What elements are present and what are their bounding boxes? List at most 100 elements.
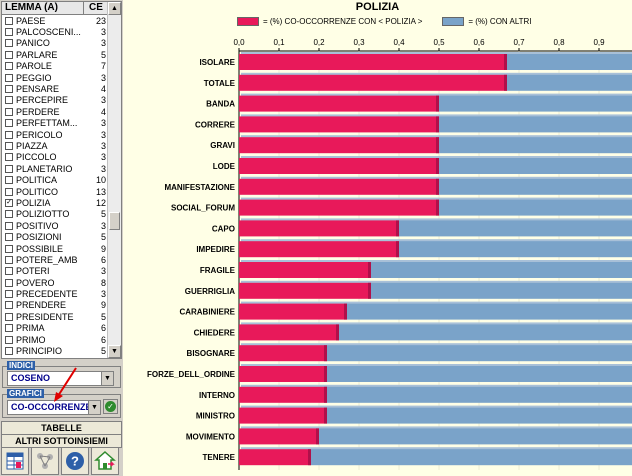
list-item-checkbox[interactable] <box>5 164 13 173</box>
list-item-checkbox[interactable] <box>5 244 13 253</box>
scroll-down-arrow-icon[interactable]: ▼ <box>108 345 121 358</box>
list-item-checkbox[interactable] <box>5 301 13 310</box>
list-item[interactable]: PAROLE 7 <box>2 61 108 72</box>
list-item[interactable]: PRINCIPIO 5 <box>2 345 108 356</box>
list-item[interactable]: POLITICA 10 <box>2 174 108 185</box>
list-item-checkbox[interactable] <box>5 233 13 242</box>
list-item[interactable]: PIAZZA 3 <box>2 140 108 151</box>
list-item[interactable]: POVERO 8 <box>2 277 108 288</box>
list-item[interactable]: PENSARE 4 <box>2 83 108 94</box>
chart-area: POLIZIA = (%) CO-OCCORRENZE CON < POLIZI… <box>123 0 632 476</box>
list-item[interactable]: PERICOLO 3 <box>2 129 108 140</box>
list-item-checkbox[interactable] <box>5 210 13 219</box>
list-rows: PAESE 23 PALCOSCENI... 3 PANICO 3 PARLARE 5 PARO… <box>2 15 108 357</box>
left-panel: LEMMA (A) CE PAESE 23 PALCOSCENI... 3 PANICO… <box>0 0 123 476</box>
list-item-label: POLITICA <box>16 175 58 186</box>
list-item[interactable]: POTERE_AMB 6 <box>2 254 108 265</box>
header-lemma[interactable]: LEMMA (A) <box>2 2 84 15</box>
list-item[interactable]: POLIZIOTTO 5 <box>2 209 108 220</box>
list-item[interactable]: PERCEPIRE 3 <box>2 95 108 106</box>
list-item[interactable]: POSITIVO 3 <box>2 220 108 231</box>
list-item-checkbox[interactable] <box>5 28 13 37</box>
table-button[interactable] <box>1 447 29 475</box>
list-item-checkbox[interactable] <box>5 187 13 196</box>
list-item-checkbox[interactable] <box>5 39 13 48</box>
list-item-count: 6 <box>100 254 106 265</box>
list-item-checkbox[interactable] <box>5 176 13 185</box>
list-item[interactable]: POLITICO 13 <box>2 186 108 197</box>
bar-other <box>439 116 632 133</box>
list-item-checkbox[interactable] <box>5 96 13 105</box>
bar-cooccurrence <box>239 303 347 320</box>
list-item[interactable]: POSSIBILE 9 <box>2 243 108 254</box>
list-item-checkbox[interactable] <box>5 119 13 128</box>
header-ce[interactable]: CE <box>84 2 108 15</box>
list-item-checkbox[interactable] <box>5 312 13 321</box>
list-item[interactable]: PRESIDENTE 5 <box>2 311 108 322</box>
bar-cooccurrence-edge <box>324 407 327 424</box>
scroll-thumb[interactable] <box>109 212 120 230</box>
chevron-down-icon[interactable]: ▼ <box>88 401 100 414</box>
chart-legend: = (%) CO-OCCORRENZE CON < POLIZIA > = (%… <box>237 15 552 27</box>
list-item[interactable]: PRIMO 6 <box>2 334 108 345</box>
list-item-checkbox[interactable] <box>5 267 13 276</box>
list-item[interactable]: PICCOLO 3 <box>2 152 108 163</box>
list-item[interactable]: PRIMA 6 <box>2 323 108 334</box>
scroll-up-arrow-icon[interactable]: ▲ <box>108 2 121 15</box>
indici-select[interactable]: COSENO ▼ <box>7 371 114 386</box>
bar-cooccurrence-edge <box>396 241 399 258</box>
list-item[interactable]: POTERI 3 <box>2 266 108 277</box>
list-item[interactable]: PRECEDENTE 3 <box>2 288 108 299</box>
confirm-button[interactable]: ✓ <box>103 399 118 414</box>
list-item-checkbox[interactable]: ✓ <box>5 198 13 207</box>
list-item-count: 3 <box>100 95 106 106</box>
indici-value: COSENO <box>11 373 51 383</box>
list-item-count: 3 <box>100 38 106 49</box>
help-button[interactable]: ? <box>61 447 89 475</box>
list-item-checkbox[interactable] <box>5 141 13 150</box>
category-label: MOVIMENTO <box>186 432 235 441</box>
list-item-count: 3 <box>100 152 106 163</box>
list-item[interactable]: PLANETARIO 3 <box>2 163 108 174</box>
list-item-checkbox[interactable] <box>5 16 13 25</box>
list-item-checkbox[interactable] <box>5 255 13 264</box>
list-item[interactable]: POSIZIONI 5 <box>2 231 108 242</box>
list-item-count: 5 <box>100 346 106 357</box>
list-item-checkbox[interactable] <box>5 50 13 59</box>
bar-cooccurrence <box>239 54 507 70</box>
list-item-checkbox[interactable] <box>5 62 13 71</box>
list-item-count: 5 <box>100 209 106 220</box>
list-item-count: 23 <box>95 15 106 26</box>
grafici-select[interactable]: CO-OCCORRENZE ▼ <box>7 400 101 415</box>
list-item-checkbox[interactable] <box>5 278 13 287</box>
list-item[interactable]: PAESE 23 <box>2 15 108 26</box>
list-item-checkbox[interactable] <box>5 221 13 230</box>
home-button[interactable] <box>91 447 119 475</box>
chevron-down-icon[interactable]: ▼ <box>101 372 113 385</box>
list-item-checkbox[interactable] <box>5 347 13 356</box>
home-icon <box>94 450 116 470</box>
category-label: FRAGILE <box>200 266 236 275</box>
list-item-checkbox[interactable] <box>5 290 13 299</box>
altri-sottoinsiemi-button[interactable]: ALTRI SOTTOINSIEMI <box>1 434 122 448</box>
list-item[interactable]: PERDERE 4 <box>2 106 108 117</box>
list-item-checkbox[interactable] <box>5 107 13 116</box>
list-item[interactable]: PRENDERE 9 <box>2 300 108 311</box>
network-button[interactable] <box>31 447 59 475</box>
list-item[interactable]: PERFETTAM... 3 <box>2 118 108 129</box>
bar-other <box>347 303 632 320</box>
category-label: GUERRIGLIA <box>185 287 235 296</box>
list-item-checkbox[interactable] <box>5 73 13 82</box>
list-item[interactable]: PALCOSCENI... 3 <box>2 26 108 37</box>
list-item-checkbox[interactable] <box>5 335 13 344</box>
list-scrollbar[interactable]: ▲ ▼ <box>107 2 121 358</box>
list-item[interactable]: PARLARE 5 <box>2 49 108 60</box>
list-item[interactable]: ✓ POLIZIA 12 <box>2 197 108 208</box>
tabelle-button[interactable]: TABELLE <box>1 421 122 435</box>
list-item-checkbox[interactable] <box>5 85 13 94</box>
list-item[interactable]: PEGGIO 3 <box>2 72 108 83</box>
list-item-checkbox[interactable] <box>5 324 13 333</box>
list-item-checkbox[interactable] <box>5 153 13 162</box>
list-item[interactable]: PANICO 3 <box>2 38 108 49</box>
list-item-checkbox[interactable] <box>5 130 13 139</box>
